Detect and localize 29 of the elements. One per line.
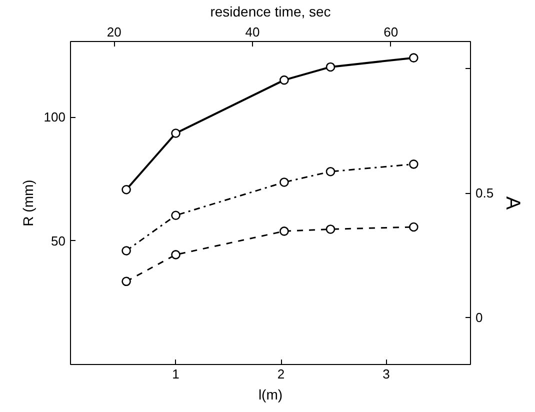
point — [409, 160, 418, 169]
point — [171, 210, 180, 220]
point — [326, 62, 336, 72]
x-tick-label: 2 — [277, 366, 285, 382]
y-tick-label: 100 — [44, 110, 66, 125]
point — [326, 166, 336, 176]
x2-tick-label: 40 — [245, 24, 260, 40]
point — [326, 224, 336, 234]
point — [409, 222, 418, 232]
point — [280, 75, 289, 85]
y-tick-label: 50 — [51, 233, 66, 248]
point — [122, 276, 131, 286]
x2-axis-title: residence time, sec — [210, 4, 331, 20]
y2-tick-label: 0 — [476, 310, 483, 325]
point — [280, 178, 289, 187]
point — [171, 128, 180, 138]
y2-axis-title: A — [502, 196, 524, 210]
y-axis-title: R (mm) — [20, 180, 36, 226]
point — [122, 185, 131, 194]
point — [171, 250, 180, 260]
x2-tick-label: 60 — [384, 24, 398, 40]
point — [122, 246, 131, 256]
x-axis-title: l(m) — [258, 386, 283, 402]
x2-tick-label: 20 — [106, 24, 122, 40]
point — [409, 53, 418, 62]
x-tick-label: 1 — [172, 366, 180, 382]
x-tick-label: 3 — [382, 366, 390, 382]
point — [280, 226, 289, 236]
y2-tick-label: 0.5 — [476, 186, 494, 201]
